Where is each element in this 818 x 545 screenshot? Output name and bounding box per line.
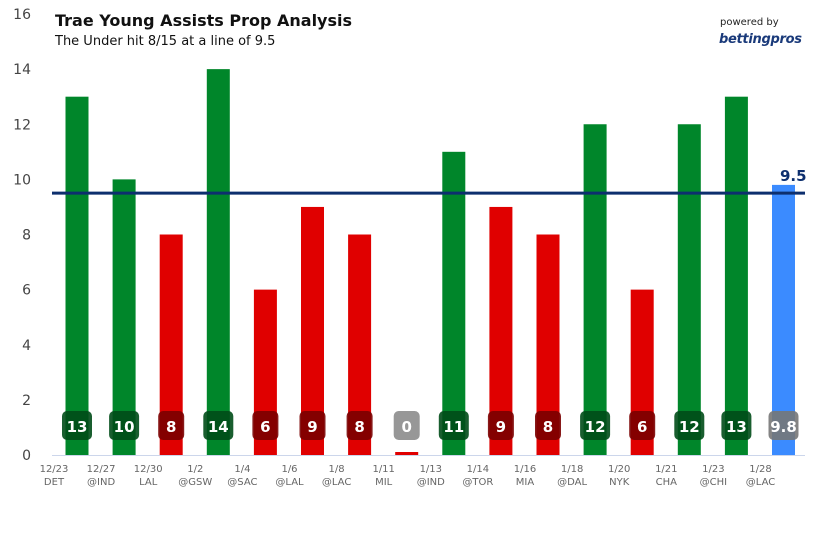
data-label: 8 <box>543 418 553 436</box>
x-tick-opponent: @LAC <box>322 477 351 488</box>
data-label: 13 <box>67 418 88 436</box>
y-tick-label: 16 <box>13 7 31 23</box>
x-tick-opponent: @GSW <box>178 477 212 488</box>
data-label-badge <box>535 411 561 440</box>
data-label-badge <box>346 411 373 440</box>
data-label-badge <box>487 411 514 440</box>
x-tick-date: 1/13 <box>420 464 442 475</box>
data-label-badge <box>109 411 140 440</box>
data-label-badge <box>674 411 705 440</box>
y-tick-label: 0 <box>22 448 31 464</box>
x-tick-date: 1/20 <box>608 464 630 475</box>
y-tick-label: 8 <box>22 228 31 244</box>
data-label-badge <box>203 411 234 440</box>
data-label-badge <box>299 411 326 440</box>
bar-over <box>677 124 701 455</box>
bar-under <box>159 234 183 455</box>
data-label: 9.8 <box>770 418 797 436</box>
data-label-badge <box>438 411 469 440</box>
x-tick-opponent: MIL <box>375 477 393 488</box>
data-label-badge <box>393 411 420 440</box>
data-label: 6 <box>260 418 270 436</box>
bar-over <box>583 124 607 455</box>
x-tick-opponent: @TOR <box>462 477 493 488</box>
y-tick-label: 2 <box>22 393 31 409</box>
data-label: 13 <box>726 418 747 436</box>
data-label: 8 <box>166 418 176 436</box>
x-tick-date: 1/14 <box>467 464 489 475</box>
x-tick-opponent: @LAC <box>746 477 775 488</box>
chart-subtitle: The Under hit 8/15 at a line of 9.5 <box>55 34 276 49</box>
x-tick-opponent: @IND <box>87 477 115 488</box>
bar-over <box>112 179 136 455</box>
data-label-badge <box>629 411 656 440</box>
bar-over <box>724 96 748 455</box>
x-tick-opponent: @CHI <box>700 477 727 488</box>
bar-over <box>65 96 89 455</box>
prop-line-label: 9.5 <box>780 167 807 185</box>
x-tick-date: 1/28 <box>749 464 771 475</box>
x-tick-date: 1/18 <box>561 464 583 475</box>
x-tick-opponent: NYK <box>609 477 630 488</box>
x-tick-date: 1/21 <box>655 464 677 475</box>
x-tick-opponent: CHA <box>656 477 678 488</box>
data-label: 9 <box>307 418 317 436</box>
data-label: 0 <box>401 418 411 436</box>
data-label: 9 <box>496 418 506 436</box>
x-tick-date: 1/4 <box>234 464 250 475</box>
chart-title: Trae Young Assists Prop Analysis <box>55 11 353 30</box>
data-label-badge <box>252 411 279 440</box>
x-tick-date: 12/30 <box>134 464 163 475</box>
data-label: 14 <box>208 418 229 436</box>
bar-under <box>536 234 560 455</box>
x-tick-date: 1/2 <box>187 464 203 475</box>
bar-under <box>395 452 419 455</box>
y-tick-label: 6 <box>22 283 31 299</box>
data-label: 10 <box>114 418 135 436</box>
data-label-badge <box>158 411 185 440</box>
x-tick-date: 1/16 <box>514 464 536 475</box>
bettingpros-logo[interactable]: bettingpros <box>719 32 802 47</box>
x-tick-date: 1/6 <box>281 464 297 475</box>
powered-by-text: powered by <box>720 17 779 28</box>
bar-over <box>442 151 466 455</box>
data-label: 6 <box>637 418 647 436</box>
x-tick-date: 1/8 <box>329 464 345 475</box>
x-tick-opponent: @SAC <box>227 477 257 488</box>
data-label: 12 <box>679 418 700 436</box>
data-label-badge <box>62 411 92 440</box>
bar-over <box>206 69 230 455</box>
x-tick-date: 12/27 <box>87 464 116 475</box>
y-tick-label: 14 <box>13 62 31 78</box>
y-tick-label: 10 <box>13 172 31 188</box>
x-tick-opponent: @IND <box>417 477 445 488</box>
data-label: 12 <box>585 418 606 436</box>
data-label-badge <box>721 411 752 440</box>
x-tick-opponent: DET <box>44 477 65 488</box>
x-tick-opponent: LAL <box>139 477 158 488</box>
x-tick-opponent: MIA <box>516 477 535 488</box>
data-label-badge <box>768 411 799 440</box>
bar-under <box>301 206 324 455</box>
data-label-badge <box>580 411 611 440</box>
bar-under <box>489 206 513 455</box>
x-tick-date: 1/11 <box>372 464 394 475</box>
y-tick-label: 12 <box>13 117 31 133</box>
y-tick-label: 4 <box>22 338 31 354</box>
data-label: 8 <box>354 418 364 436</box>
x-tick-opponent: @DAL <box>557 477 587 488</box>
x-tick-opponent: @LAL <box>275 477 304 488</box>
bar-projection <box>772 184 795 455</box>
x-tick-date: 1/23 <box>702 464 724 475</box>
bar-under <box>348 234 372 455</box>
x-tick-date: 12/23 <box>40 464 69 475</box>
data-label: 11 <box>443 418 464 436</box>
